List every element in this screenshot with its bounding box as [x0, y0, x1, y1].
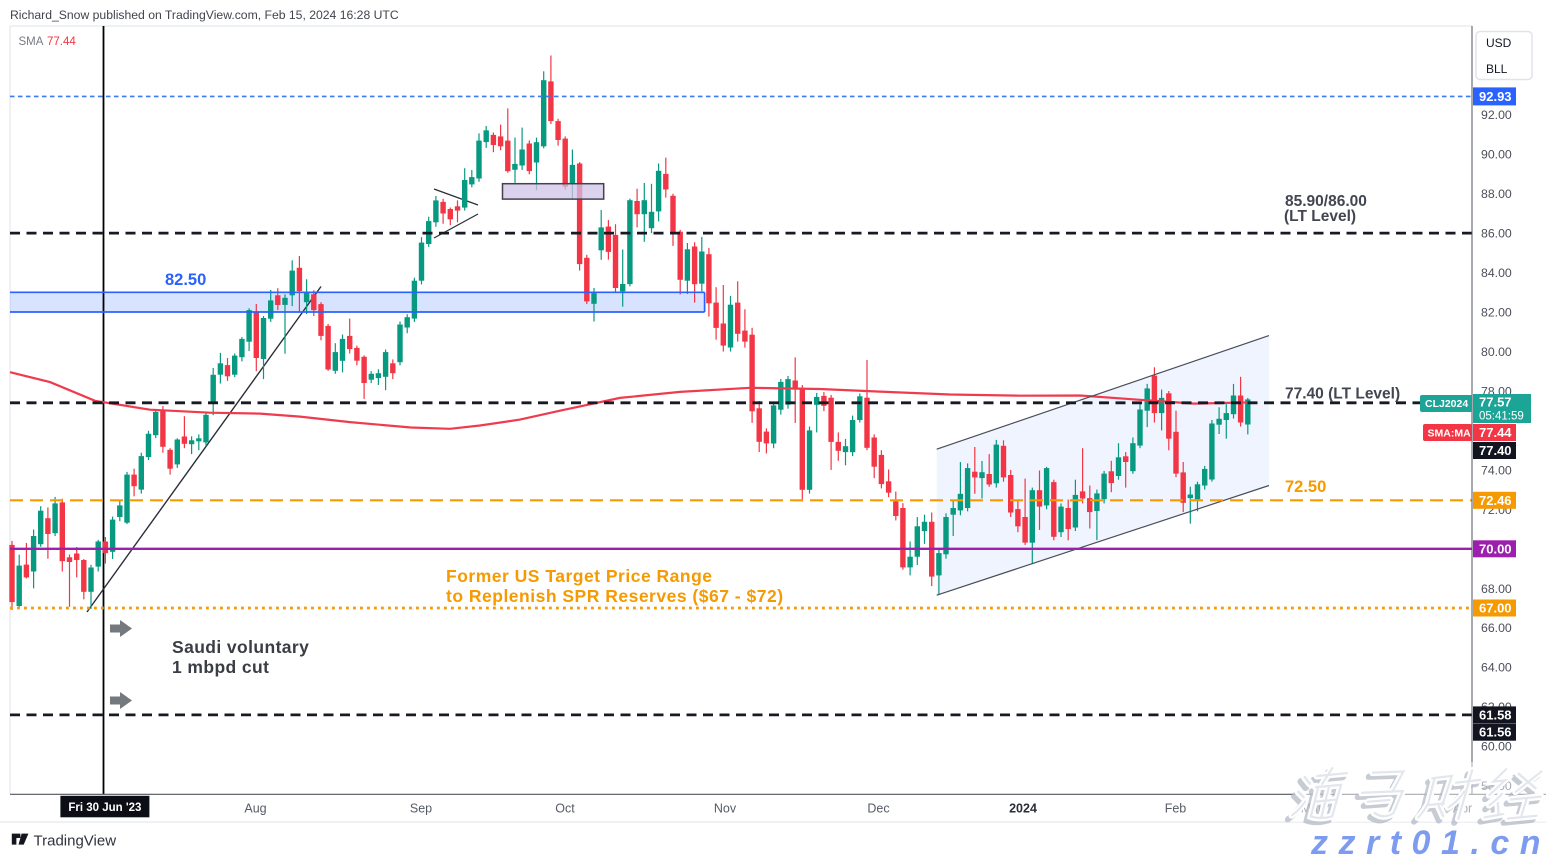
svg-text:86.00: 86.00: [1481, 227, 1512, 241]
svg-text:88.00: 88.00: [1481, 187, 1512, 201]
svg-text:(LT Level): (LT Level): [1284, 208, 1356, 225]
svg-text:CLJ2024: CLJ2024: [1425, 398, 1468, 410]
svg-text:77.44: 77.44: [47, 36, 76, 48]
svg-text:82.50: 82.50: [165, 271, 206, 289]
svg-text:Aug: Aug: [244, 802, 266, 816]
svg-text:to Replenish SPR Reserves ($67: to Replenish SPR Reserves ($67 - $72): [446, 586, 784, 606]
svg-text:82.00: 82.00: [1481, 306, 1512, 320]
svg-text:64.00: 64.00: [1481, 661, 1512, 675]
svg-text:BLL: BLL: [1486, 62, 1508, 76]
svg-text:Former US Target Price Range: Former US Target Price Range: [446, 566, 713, 586]
svg-text:77.44: 77.44: [1479, 425, 1512, 440]
svg-text:Richard_Snow published on Trad: Richard_Snow published on TradingView.co…: [10, 8, 399, 22]
svg-text:SMA:MA: SMA:MA: [1428, 428, 1472, 440]
svg-text:92.93: 92.93: [1479, 89, 1512, 104]
svg-text:67.00: 67.00: [1479, 601, 1512, 616]
svg-text:74.00: 74.00: [1481, 463, 1512, 477]
svg-text:Fri 30 Jun '23: Fri 30 Jun '23: [68, 802, 141, 814]
svg-text:2024: 2024: [1009, 802, 1037, 816]
svg-text:90.00: 90.00: [1481, 148, 1512, 162]
svg-text:85.90/86.00: 85.90/86.00: [1285, 193, 1367, 210]
svg-text:Saudi voluntary: Saudi voluntary: [172, 637, 309, 657]
svg-text:Sep: Sep: [410, 802, 432, 816]
svg-text:USD: USD: [1486, 36, 1512, 50]
svg-text:80.00: 80.00: [1481, 345, 1512, 359]
svg-text:61.56: 61.56: [1479, 725, 1512, 740]
svg-text:05:41:59: 05:41:59: [1479, 411, 1524, 423]
svg-text:77.40: 77.40: [1479, 443, 1512, 458]
svg-text:TradingView: TradingView: [34, 832, 117, 849]
svg-text:77.40 (LT Level): 77.40 (LT Level): [1285, 386, 1400, 403]
svg-text:61.58: 61.58: [1479, 707, 1512, 722]
svg-text:60.00: 60.00: [1481, 740, 1512, 754]
svg-text:92.00: 92.00: [1481, 108, 1512, 122]
svg-text:77.57: 77.57: [1479, 395, 1512, 410]
svg-text:84.00: 84.00: [1481, 266, 1512, 280]
svg-text:Oct: Oct: [555, 802, 575, 816]
svg-text:1 mbpd cut: 1 mbpd cut: [172, 657, 269, 677]
svg-text:72.46: 72.46: [1479, 493, 1512, 508]
svg-text:Feb: Feb: [1165, 802, 1187, 816]
svg-text:SMA: SMA: [19, 36, 44, 48]
svg-text:72.50: 72.50: [1285, 478, 1326, 496]
svg-text:66.00: 66.00: [1481, 621, 1512, 635]
svg-text:zzrt01.cn: zzrt01.cn: [1310, 824, 1546, 857]
svg-text:Dec: Dec: [867, 802, 889, 816]
svg-text:Nov: Nov: [714, 802, 737, 816]
svg-text:68.00: 68.00: [1481, 582, 1512, 596]
svg-text:70.00: 70.00: [1479, 541, 1512, 556]
